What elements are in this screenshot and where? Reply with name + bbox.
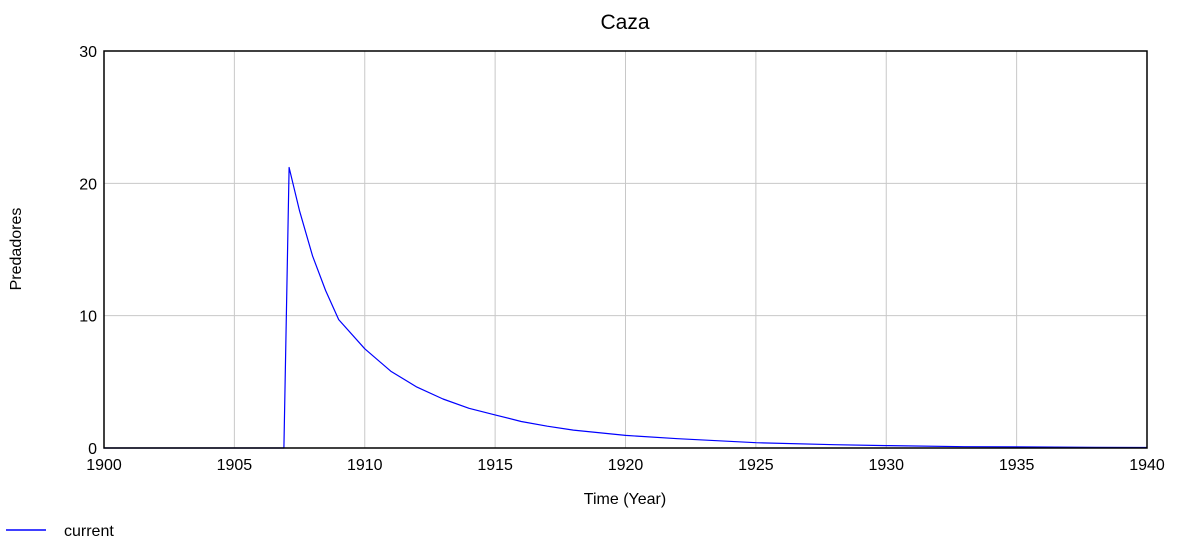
y-tick-label: 0 xyxy=(88,441,97,458)
plot-frame xyxy=(103,50,1148,449)
x-tick-label: 1915 xyxy=(477,457,513,474)
x-tick-label: 1905 xyxy=(217,457,253,474)
series-line-current xyxy=(104,166,1148,449)
x-tick-label: 1925 xyxy=(738,457,774,474)
grid-lines xyxy=(104,51,1147,448)
x-tick-labels: 1900 1905 1910 1915 1920 1925 1930 1935 1940 xyxy=(86,457,1165,474)
legend: current xyxy=(6,523,114,540)
y-tick-labels: 0 10 20 30 xyxy=(79,44,97,458)
x-tick-label: 1940 xyxy=(1129,457,1165,474)
series-layer xyxy=(104,166,1148,449)
x-tick-label: 1935 xyxy=(999,457,1035,474)
x-tick-label: 1930 xyxy=(868,457,904,474)
y-tick-label: 30 xyxy=(79,44,97,61)
legend-label: current xyxy=(64,523,114,540)
x-tick-label: 1900 xyxy=(86,457,122,474)
x-axis-label: Time (Year) xyxy=(584,491,666,508)
chart-title: Caza xyxy=(600,11,649,34)
x-tick-label: 1910 xyxy=(347,457,383,474)
y-axis-label: Predadores xyxy=(8,208,25,291)
y-tick-label: 10 xyxy=(79,309,97,326)
y-tick-label: 20 xyxy=(79,176,97,193)
x-tick-label: 1920 xyxy=(608,457,644,474)
